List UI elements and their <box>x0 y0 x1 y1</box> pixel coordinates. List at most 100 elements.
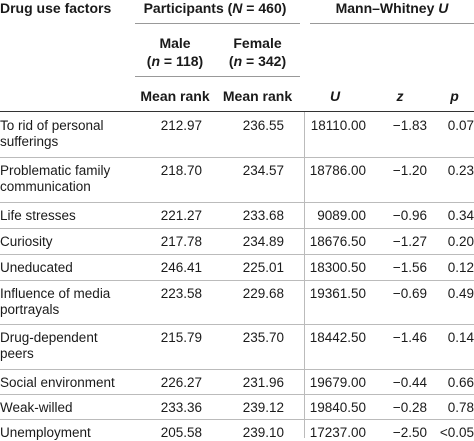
col-header-p: p <box>450 88 459 104</box>
cell-u: 17237.00 <box>309 425 366 440</box>
cell-p: 0.23 <box>447 163 474 178</box>
col-header-male-n: (n = 118) <box>146 53 204 69</box>
factor-label: Social environment <box>0 375 135 391</box>
cell-male: 217.78 <box>160 234 202 249</box>
factor-label: Problematic family communication <box>0 163 135 195</box>
cell-z: −2.50 <box>392 425 427 440</box>
cell-u: 18786.00 <box>309 163 366 178</box>
cell-p: 0.07 <box>447 118 474 133</box>
factor-label: Life stresses <box>0 208 135 224</box>
cell-p: 0.66 <box>447 375 474 390</box>
cell-z: −1.83 <box>392 118 427 133</box>
factor-label-line: portrayals <box>0 302 60 317</box>
cell-female: 234.89 <box>242 234 284 249</box>
cell-female: 229.68 <box>242 286 284 301</box>
cell-z: −0.44 <box>392 375 427 390</box>
factor-label-line: To rid of personal <box>0 118 104 133</box>
row-divider <box>0 254 474 255</box>
col-header-mean-rank-female: Mean rank <box>222 88 293 104</box>
participants-underline <box>135 23 300 24</box>
factor-label: Drug-dependent peers <box>0 330 135 362</box>
cell-female: 234.57 <box>242 163 284 178</box>
row-divider <box>0 202 474 203</box>
cell-p: 0.12 <box>447 260 474 275</box>
factor-label: Influence of media portrayals <box>0 286 135 318</box>
cell-female: 235.70 <box>242 330 284 345</box>
cell-male: 212.97 <box>160 118 202 133</box>
cell-p: 0.49 <box>447 286 474 301</box>
cell-u: 19361.50 <box>309 286 366 301</box>
factor-label-line: Unemployment <box>0 425 91 440</box>
cell-male: 246.41 <box>160 260 202 275</box>
factor-label-line: Curiosity <box>0 234 53 249</box>
row-divider <box>0 324 474 325</box>
cell-p: 0.78 <box>447 400 474 415</box>
cell-female: 225.01 <box>242 260 284 275</box>
cell-male: 215.79 <box>160 330 202 345</box>
gender-underline <box>135 76 300 77</box>
factor-label-line: Weak-willed <box>0 400 73 415</box>
cell-z: −0.69 <box>392 286 427 301</box>
participants-label: Participants (N = 460) <box>143 0 287 16</box>
cell-male: 223.58 <box>160 286 202 301</box>
col-header-female: Female <box>233 35 282 51</box>
factor-label-line: peers <box>0 346 34 361</box>
col-header-participants: Participants (N = 460) <box>135 0 295 16</box>
cell-z: −0.96 <box>392 208 427 223</box>
factor-label-line: Influence of media <box>0 286 111 301</box>
cell-z: −1.27 <box>392 234 427 249</box>
factor-label: Uneducated <box>0 260 135 276</box>
factor-label-line: Problematic family <box>0 163 111 178</box>
cell-p: <0.05 <box>439 425 474 440</box>
factor-label-line: Uneducated <box>0 260 73 275</box>
row-divider <box>0 369 474 370</box>
cell-female: 239.10 <box>242 425 284 440</box>
factor-label-line: Life stresses <box>0 208 76 223</box>
cell-z: −0.28 <box>392 400 427 415</box>
cell-p: 0.34 <box>447 208 474 223</box>
cell-male: 218.70 <box>160 163 202 178</box>
cell-u: 19679.00 <box>309 375 366 390</box>
col-header-male: Male <box>159 35 191 51</box>
mw-label: Mann–Whitney U <box>335 0 449 16</box>
cell-female: 236.55 <box>242 118 284 133</box>
cell-u: 18300.50 <box>309 260 366 275</box>
col-header-mean-rank-male: Mean rank <box>140 88 210 104</box>
factor-label-line: Social environment <box>0 375 115 390</box>
cell-u: 18442.50 <box>309 330 366 345</box>
mw-underline <box>310 23 474 24</box>
row-divider <box>0 157 474 158</box>
cell-male: 233.36 <box>160 400 202 415</box>
col-header-z: z <box>396 88 404 104</box>
cell-p: 0.20 <box>447 234 474 249</box>
row-divider <box>0 419 474 420</box>
column-divider <box>304 112 305 438</box>
cell-z: −1.20 <box>392 163 427 178</box>
cell-u: 18110.00 <box>310 118 366 133</box>
cell-u: 18676.50 <box>309 234 366 249</box>
cell-female: 233.68 <box>242 208 284 223</box>
factor-label: Weak-willed <box>0 400 135 416</box>
col-header-mann-whitney: Mann–Whitney U <box>310 0 474 16</box>
cell-male: 221.27 <box>160 208 202 223</box>
factor-label: To rid of personal sufferings <box>0 118 135 150</box>
factor-label-line: sufferings <box>0 134 59 149</box>
cell-female: 239.12 <box>242 400 284 415</box>
row-divider <box>0 394 474 395</box>
header-bottom-rule <box>0 111 474 112</box>
row-divider <box>0 280 474 281</box>
factor-label: Curiosity <box>0 234 135 250</box>
cell-u: 19840.50 <box>309 400 366 415</box>
cell-p: 0.14 <box>447 330 474 345</box>
col-header-factors: Drug use factors <box>0 0 112 16</box>
cell-z: −1.46 <box>392 330 427 345</box>
cell-male: 226.27 <box>160 375 202 390</box>
col-header-u: U <box>329 88 341 104</box>
row-divider <box>0 228 474 229</box>
factor-label-line: Drug-dependent <box>0 330 98 345</box>
cell-z: −1.56 <box>392 260 427 275</box>
factor-label-line: communication <box>0 179 91 194</box>
cell-female: 231.96 <box>242 375 284 390</box>
cell-u: 9089.00 <box>317 208 366 223</box>
col-header-female-n: (n = 342) <box>228 53 287 69</box>
